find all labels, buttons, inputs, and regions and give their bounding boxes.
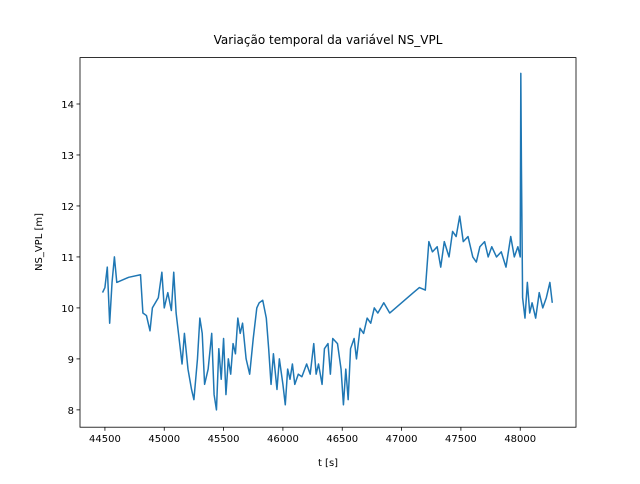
y-tick-label: 8 bbox=[68, 406, 74, 417]
y-tick-label: 11 bbox=[61, 253, 74, 264]
data-line bbox=[101, 72, 554, 411]
x-tick-label: 46500 bbox=[326, 434, 358, 445]
y-tick-label: 14 bbox=[61, 100, 74, 111]
x-tick-label: 46000 bbox=[267, 434, 299, 445]
x-tick-label: 48000 bbox=[504, 434, 536, 445]
y-tick-label: 12 bbox=[61, 202, 74, 213]
y-tick-label: 10 bbox=[61, 304, 74, 315]
x-tick-label: 47000 bbox=[386, 434, 418, 445]
x-tick-label: 45500 bbox=[208, 434, 240, 445]
y-axis-label: NS_VPL [m] bbox=[34, 213, 45, 271]
chart-title: Variação temporal da variável NS_VPL bbox=[214, 33, 443, 47]
x-tick-label: 45000 bbox=[148, 434, 180, 445]
y-tick-label: 13 bbox=[61, 151, 74, 162]
y-tick-label: 9 bbox=[68, 355, 74, 366]
plot-frame bbox=[79, 57, 577, 428]
x-tick-label: 47500 bbox=[445, 434, 477, 445]
x-tick-label: 44500 bbox=[89, 434, 121, 445]
x-axis-label: t [s] bbox=[318, 458, 338, 469]
